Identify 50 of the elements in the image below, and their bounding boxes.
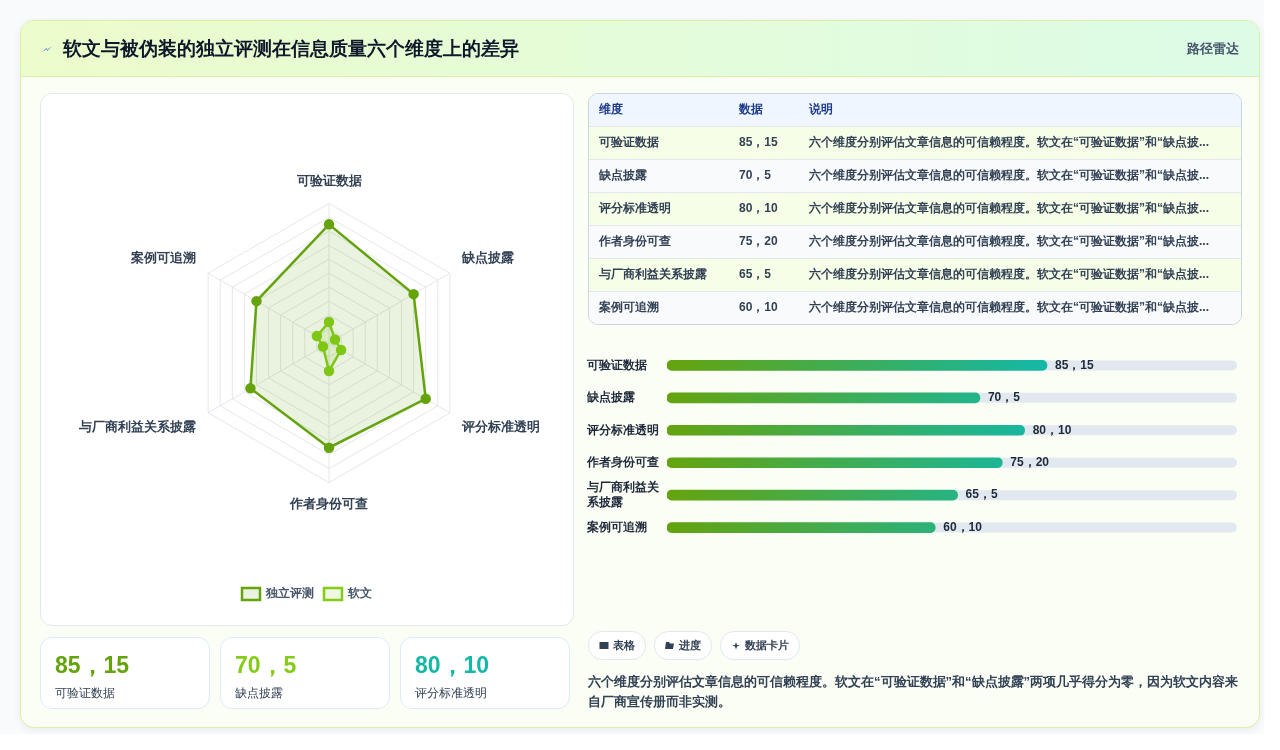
text: 六个维度分别评估文章信息的可信赖程度。软文在“可验证数据”和“缺点披... bbox=[809, 300, 1210, 315]
text: 70，5 bbox=[739, 168, 772, 182]
y-tick-label: 案例可追溯 bbox=[586, 519, 647, 534]
y-tick-label: 可验证数据 bbox=[586, 357, 647, 372]
data-label: 80，10 bbox=[1032, 422, 1072, 437]
spoke-label: 缺点披露 bbox=[461, 249, 514, 265]
text: 六个维度分别评估文章信息的可信赖程度。软文在“可验证数据”和“缺点披... bbox=[809, 201, 1210, 215]
data-label: 65，5 bbox=[965, 487, 998, 502]
text: 65，5 bbox=[739, 267, 772, 281]
text: 六个维度分别评估文章信息的可信赖程度。软文在“可验证数据”和“缺点披... bbox=[809, 135, 1210, 149]
category-label: 说明 bbox=[808, 101, 834, 119]
category-label: 作者身份可查 bbox=[599, 234, 671, 248]
text: 60，10 bbox=[739, 300, 778, 315]
y-tick-label: 缺点披露 bbox=[586, 390, 635, 405]
text: 85，15 bbox=[55, 652, 130, 678]
category-label: 缺点披露 bbox=[235, 685, 284, 702]
text: 六个维度分别评估文章信息的可信赖程度。软文在“可验证数据”和“缺点披露”两项几乎得分为零，因为软文内容来自厂商宣传册而非实测。 bbox=[588, 673, 1239, 711]
y-tick-label: 评分标准透明 bbox=[586, 422, 659, 437]
y-tick-label: 作者身份可查 bbox=[586, 455, 659, 470]
data-label: 85，15 bbox=[1055, 357, 1095, 372]
y-tick-label: 与厂商利益关系披露 bbox=[586, 480, 660, 509]
spoke-label: 案例可追溯 bbox=[130, 249, 196, 265]
text: 六个维度分别评估文章信息的可信赖程度。软文在“可验证数据”和“缺点披... bbox=[809, 234, 1210, 248]
text: 进度 bbox=[654, 631, 712, 660]
text: 70，5 bbox=[235, 652, 297, 678]
category-label: 维度 bbox=[598, 101, 624, 119]
category-label: 与厂商利益关系披露 bbox=[599, 267, 707, 281]
text: 数据卡片 bbox=[720, 631, 800, 660]
spoke-label: 与厂商利益关系披露 bbox=[78, 418, 196, 434]
category-label: 数据 bbox=[738, 101, 764, 119]
legend-label: 软文 bbox=[347, 585, 372, 600]
text: 80，10 bbox=[739, 201, 778, 215]
category-label: 可验证数据 bbox=[55, 685, 116, 702]
chart-title: 软文与被伪装的独立评测在信息质量六个维度上的差异 bbox=[63, 36, 519, 61]
spoke-label: 作者身份可查 bbox=[289, 495, 368, 511]
text: 六个维度分别评估文章信息的可信赖程度。软文在“可验证数据”和“缺点披... bbox=[809, 168, 1210, 182]
spoke-label: 评分标准透明 bbox=[461, 418, 540, 434]
data-label: 75，20 bbox=[1010, 455, 1050, 470]
legend-label: 独立评测 bbox=[265, 585, 314, 600]
category-label: 评分标准透明 bbox=[415, 685, 488, 702]
data-label: 60，10 bbox=[943, 519, 983, 534]
spoke-label: 可验证数据 bbox=[295, 172, 362, 188]
text: 六个维度分别评估文章信息的可信赖程度。软文在“可验证数据”和“缺点披... bbox=[809, 267, 1210, 281]
text: 75，20 bbox=[739, 234, 778, 248]
text: 表格 bbox=[588, 631, 646, 660]
data-label: 70，5 bbox=[987, 390, 1021, 405]
text: 85，15 bbox=[739, 135, 778, 149]
text: 80，10 bbox=[415, 652, 490, 678]
text: 路径雷达 bbox=[1187, 39, 1239, 58]
category-label: 评分标准透明 bbox=[599, 201, 671, 215]
